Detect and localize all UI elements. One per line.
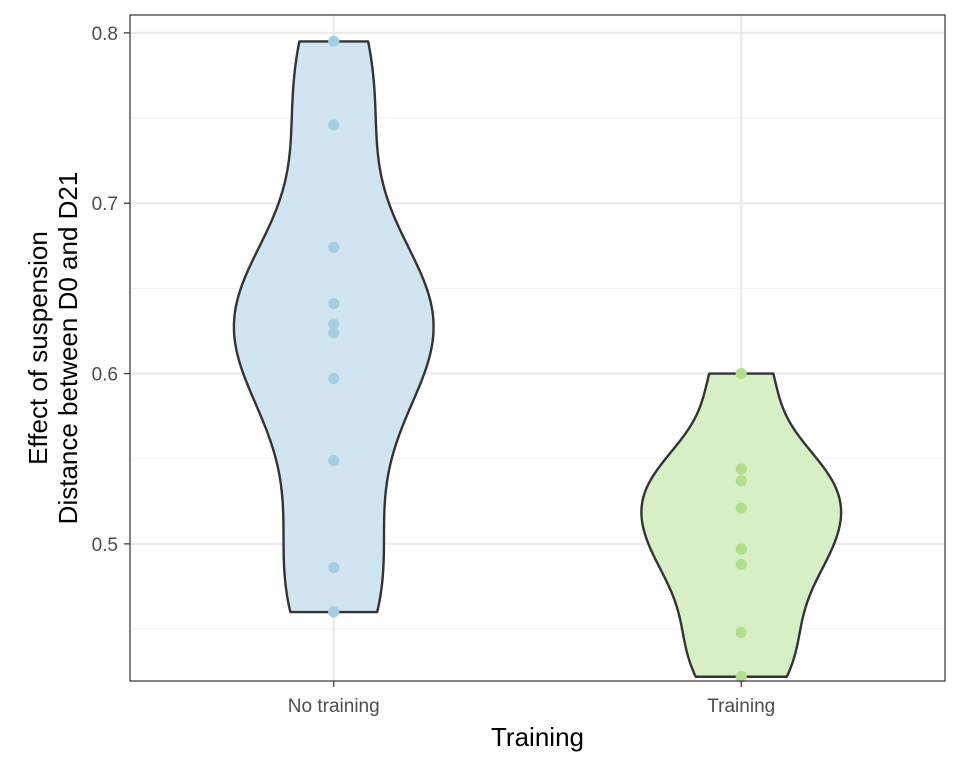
y-axis-title-line-2: Distance between D0 and D21 bbox=[53, 172, 83, 525]
data-point bbox=[328, 454, 340, 467]
data-point bbox=[735, 543, 747, 555]
data-point bbox=[328, 318, 340, 330]
y-tick-label: 0.6 bbox=[92, 365, 118, 386]
data-point bbox=[328, 562, 340, 574]
data-point bbox=[328, 241, 340, 254]
data-point bbox=[328, 606, 340, 618]
y-tick-label: 0.8 bbox=[92, 24, 118, 45]
data-point bbox=[735, 463, 747, 475]
axes: 0.5 0.6 0.7 0.8 No training Training bbox=[92, 24, 776, 717]
data-point bbox=[735, 671, 747, 683]
data-points bbox=[328, 35, 747, 683]
y-axis-title-line-1: Effect of suspension bbox=[23, 231, 53, 465]
data-point bbox=[735, 626, 747, 639]
x-axis-title: Training bbox=[491, 722, 584, 752]
data-point bbox=[735, 558, 747, 570]
data-point bbox=[328, 298, 340, 310]
data-point bbox=[328, 327, 340, 339]
panel-border bbox=[129, 14, 946, 682]
violin-training bbox=[640, 372, 843, 678]
data-point bbox=[735, 367, 747, 380]
y-tick-label: 0.5 bbox=[92, 535, 118, 556]
x-tick-label: Training bbox=[707, 696, 775, 717]
data-point bbox=[735, 475, 747, 487]
data-point bbox=[735, 502, 747, 514]
data-point bbox=[328, 373, 340, 385]
y-tick-label: 0.7 bbox=[92, 194, 118, 215]
x-tick-label: No training bbox=[288, 696, 380, 717]
data-point bbox=[328, 35, 340, 48]
data-point bbox=[328, 119, 340, 131]
